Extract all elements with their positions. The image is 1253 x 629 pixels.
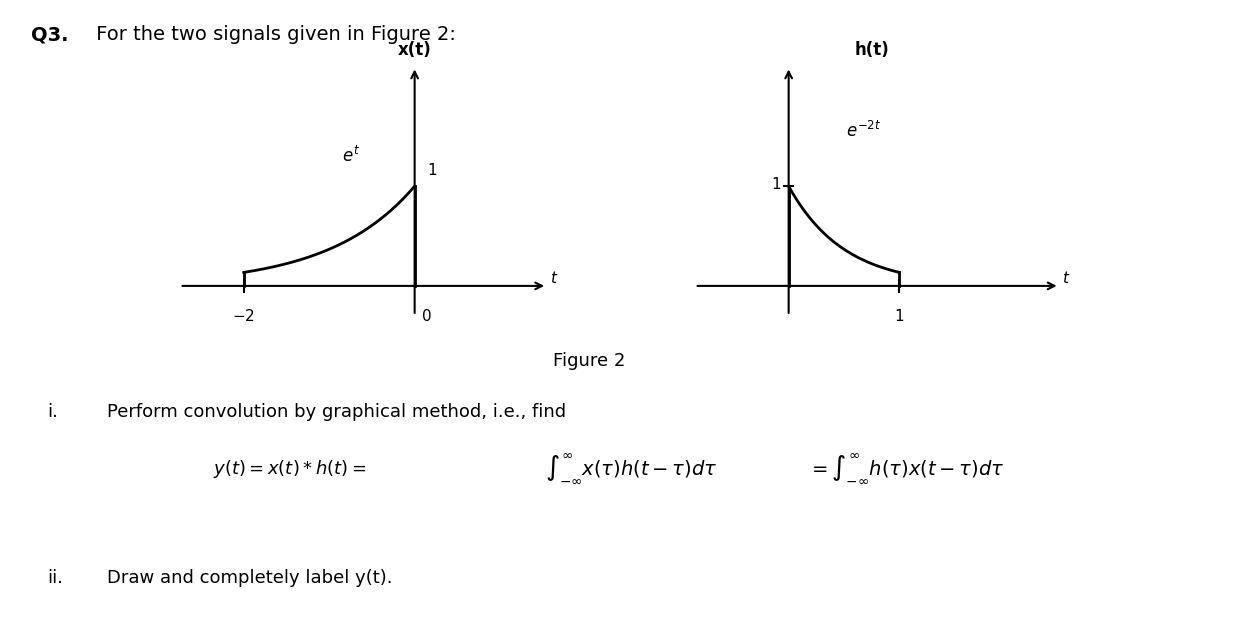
Text: For the two signals given in Figure 2:: For the two signals given in Figure 2:	[90, 25, 456, 44]
Text: $1$: $1$	[771, 176, 781, 192]
Text: 1: 1	[427, 164, 437, 178]
Text: Draw and completely label y(t).: Draw and completely label y(t).	[107, 569, 392, 587]
Text: $-2$: $-2$	[232, 308, 256, 324]
Text: $e^t$: $e^t$	[342, 147, 360, 166]
Text: $y(t) = x(t) * h(t) = $: $y(t) = x(t) * h(t) = $	[213, 458, 366, 479]
Text: $1$: $1$	[895, 308, 905, 324]
Text: i.: i.	[48, 403, 59, 421]
Text: $t$: $t$	[1061, 270, 1070, 286]
Text: h(t): h(t)	[855, 41, 888, 58]
Text: $e^{-2t}$: $e^{-2t}$	[846, 121, 881, 142]
Text: $0$: $0$	[421, 308, 431, 324]
Text: x(t): x(t)	[397, 41, 431, 58]
Text: Perform convolution by graphical method, i.e., find: Perform convolution by graphical method,…	[107, 403, 565, 421]
Text: $t$: $t$	[550, 270, 558, 286]
Text: ii.: ii.	[48, 569, 64, 587]
Text: Figure 2: Figure 2	[553, 352, 625, 370]
Text: Q3.: Q3.	[31, 25, 69, 44]
Text: $\int_{-\infty}^{\infty} x(\tau)h(t-\tau)d\tau$: $\int_{-\infty}^{\infty} x(\tau)h(t-\tau…	[545, 452, 718, 485]
Text: $= \int_{-\infty}^{\infty} h(\tau)x(t-\tau)d\tau$: $= \int_{-\infty}^{\infty} h(\tau)x(t-\t…	[808, 452, 1005, 485]
